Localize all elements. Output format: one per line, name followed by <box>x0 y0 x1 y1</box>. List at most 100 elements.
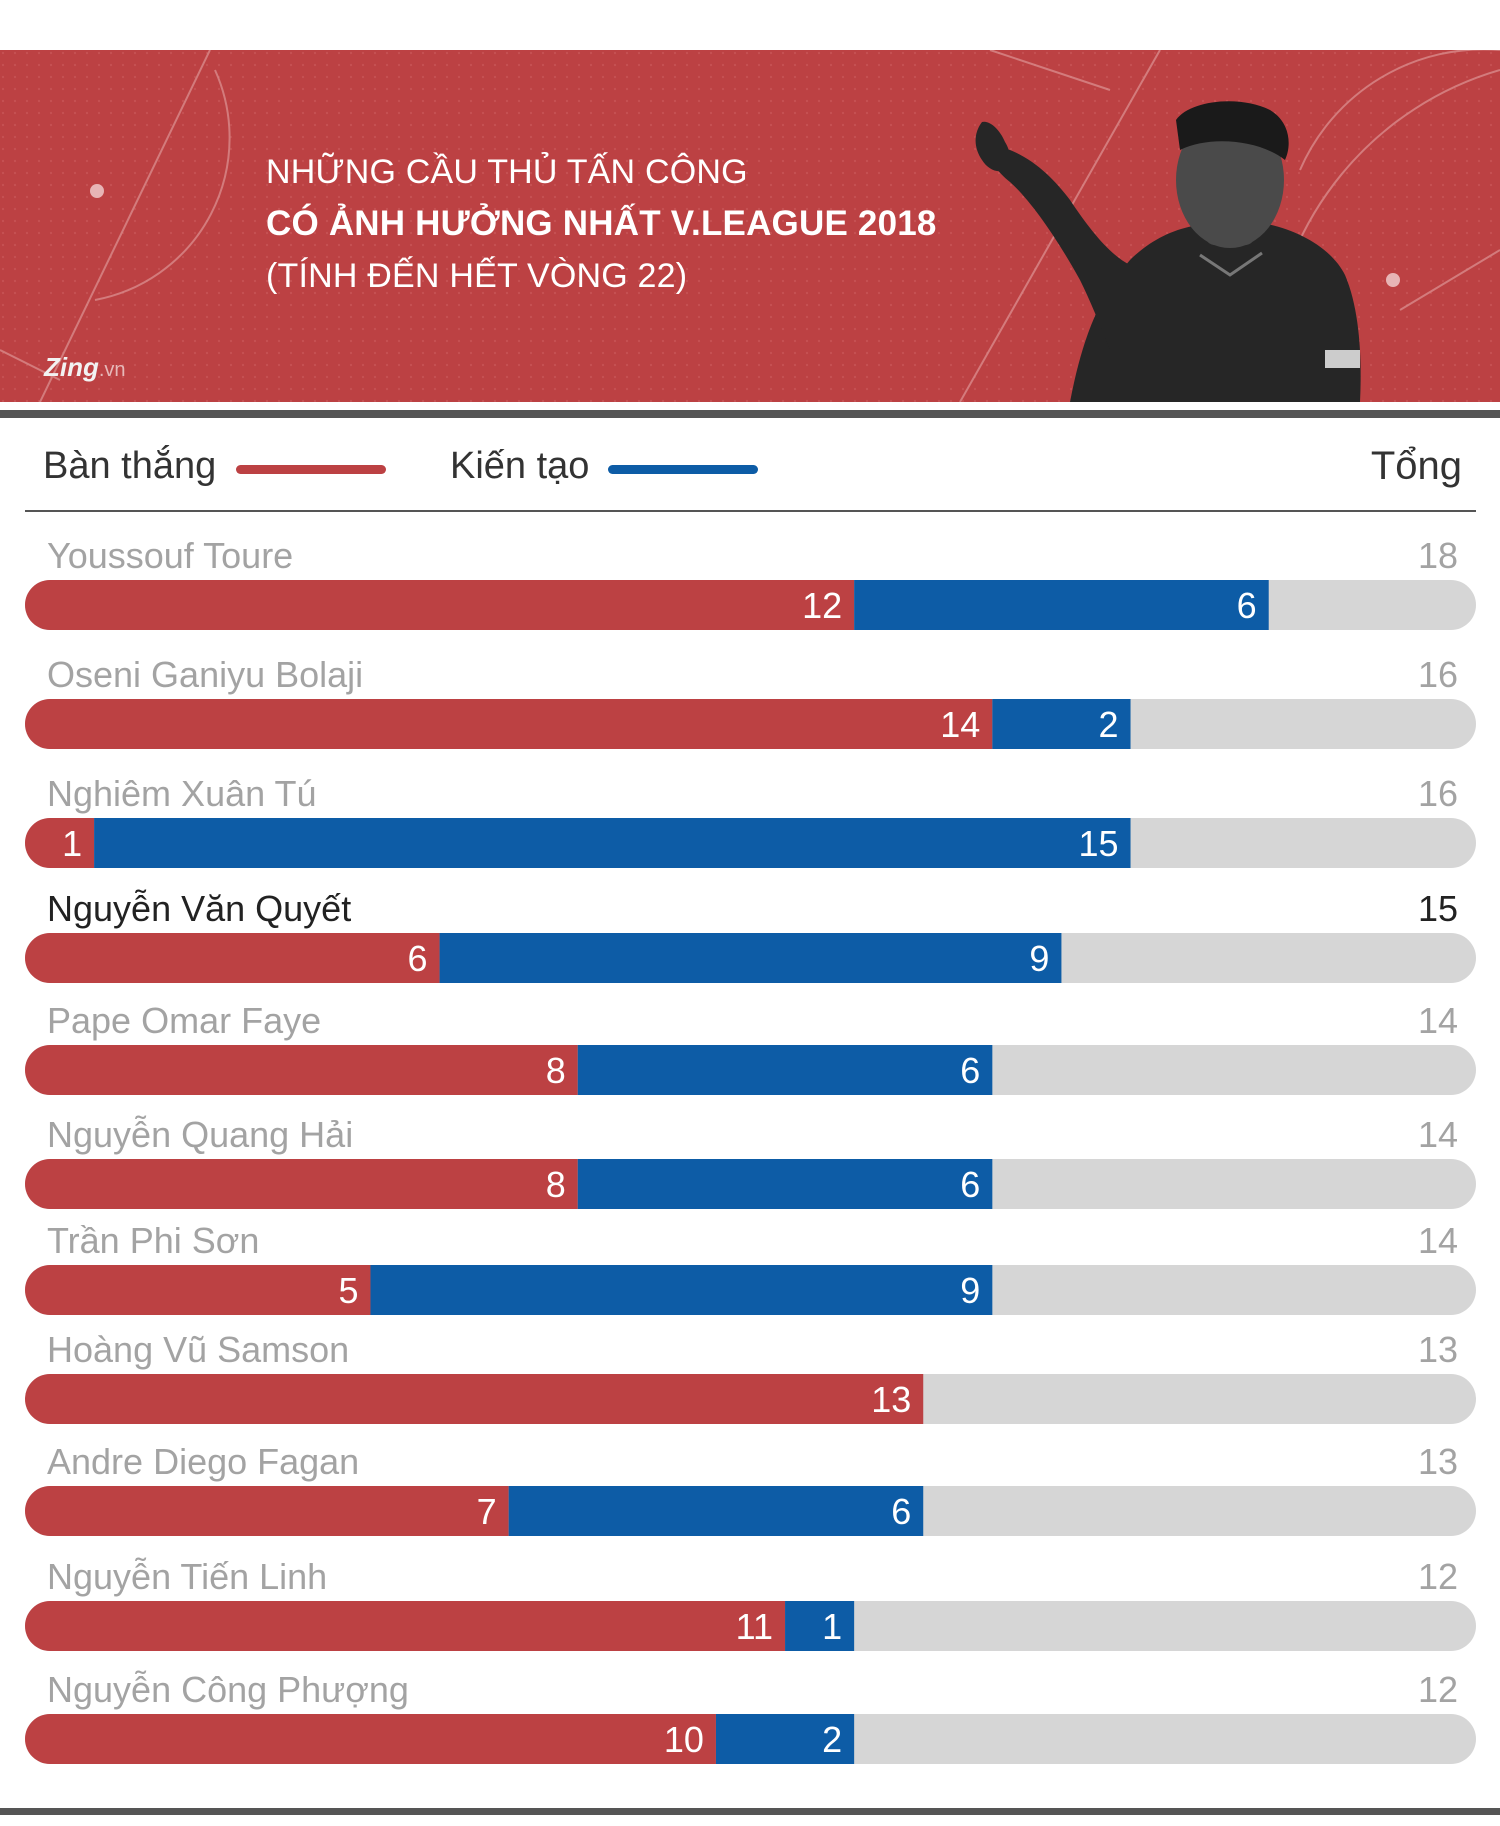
player-name: Youssouf Toure <box>47 535 293 576</box>
logo-text: Zing <box>44 352 99 382</box>
goals-value-label: 1 <box>62 823 82 864</box>
player-name: Nguyễn Văn Quyết <box>47 888 351 929</box>
bar-segments <box>25 1374 924 1424</box>
goals-value-label: 14 <box>940 704 980 745</box>
bar-segments <box>25 1159 993 1209</box>
player-row: 8 6 Nguyễn Quang Hải 14 <box>25 1114 1476 1209</box>
total-value-label: 14 <box>1418 1000 1458 1041</box>
logo-suffix: .vn <box>98 359 126 381</box>
assists-value-label: 6 <box>891 1491 911 1532</box>
title-line-3: (TÍNH ĐẾN HẾT VÒNG 22) <box>266 257 688 295</box>
player-row: 12 6 Youssouf Toure 18 <box>25 535 1476 630</box>
top-divider <box>0 410 1500 418</box>
player-row: 10 2 Nguyễn Công Phượng 12 <box>25 1669 1476 1764</box>
goals-value-label: 6 <box>408 938 428 979</box>
player-name: Hoàng Vũ Samson <box>47 1329 349 1370</box>
bar-segments <box>25 1601 855 1651</box>
goals-bar <box>25 1045 578 1095</box>
legend-underline <box>25 510 1476 512</box>
chart-title: NHỮNG CẦU THỦ TẤN CÔNG CÓ ẢNH HƯỞNG NHẤT… <box>266 146 937 302</box>
goals-value-label: 8 <box>546 1050 566 1091</box>
goals-value-label: 5 <box>338 1270 358 1311</box>
header-banner: NHỮNG CẦU THỦ TẤN CÔNG CÓ ẢNH HƯỞNG NHẤT… <box>0 50 1500 402</box>
assists-value-label: 6 <box>1237 585 1257 626</box>
legend: Bàn thắng Kiến tạo <box>0 436 1500 496</box>
player-row: 5 9 Trần Phi Sơn 14 <box>25 1220 1476 1315</box>
total-value-label: 16 <box>1418 654 1458 695</box>
goals-value-label: 12 <box>802 585 842 626</box>
player-row: 6 9 Nguyễn Văn Quyết 15 <box>25 888 1476 983</box>
player-name: Trần Phi Sơn <box>47 1220 259 1261</box>
goals-value-label: 7 <box>477 1491 497 1532</box>
bar-segments <box>25 1265 993 1315</box>
total-value-label: 15 <box>1418 888 1458 929</box>
bar-segments <box>25 1486 924 1536</box>
goals-value-label: 11 <box>736 1606 773 1647</box>
player-name: Nghiêm Xuân Tú <box>47 773 317 814</box>
total-value-label: 12 <box>1418 1669 1458 1710</box>
assists-bar <box>508 1486 924 1536</box>
assists-value-label: 15 <box>1078 823 1118 864</box>
total-value-label: 16 <box>1418 773 1458 814</box>
bar-segments <box>25 1714 855 1764</box>
assists-bar <box>715 1714 855 1764</box>
goals-value-label: 8 <box>546 1164 566 1205</box>
goals-value-label: 13 <box>871 1379 911 1420</box>
legend-assists-swatch <box>608 465 758 474</box>
assists-value-label: 1 <box>822 1606 842 1647</box>
goals-bar <box>25 1159 578 1209</box>
assists-bar <box>94 818 1131 868</box>
goals-bar <box>25 580 855 630</box>
title-line-2: CÓ ẢNH HƯỞNG NHẤT V.LEAGUE 2018 <box>266 204 937 243</box>
legend-assists-label: Kiến tạo <box>450 445 590 487</box>
goals-bar <box>25 699 993 749</box>
legend-total-label: Tổng <box>1370 444 1462 488</box>
legend-goals-label: Bàn thắng <box>43 445 217 487</box>
goals-value-label: 10 <box>664 1719 704 1760</box>
assists-bar <box>439 933 1062 983</box>
bar-segments <box>25 1045 993 1095</box>
total-value-label: 14 <box>1418 1220 1458 1261</box>
player-name: Oseni Ganiyu Bolaji <box>47 654 363 695</box>
player-row: 1 15 Nghiêm Xuân Tú 16 <box>25 773 1476 868</box>
assists-bar <box>577 1045 993 1095</box>
player-row: 14 2 Oseni Ganiyu Bolaji 16 <box>25 654 1476 749</box>
goals-bar <box>25 933 440 983</box>
goals-bar <box>25 1486 509 1536</box>
goals-bar <box>25 1714 716 1764</box>
assists-bar <box>854 580 1269 630</box>
bar-segments <box>25 933 1062 983</box>
legend-goals-swatch <box>236 465 386 474</box>
assists-bar <box>577 1159 993 1209</box>
total-value-label: 14 <box>1418 1114 1458 1155</box>
bar-segments <box>25 580 1269 630</box>
zing-logo: Zing.vn <box>44 352 126 383</box>
player-row: 7 6 Andre Diego Fagan 13 <box>25 1441 1476 1536</box>
goals-bar <box>25 1374 924 1424</box>
total-value-label: 12 <box>1418 1556 1458 1597</box>
player-name: Andre Diego Fagan <box>47 1441 359 1482</box>
assists-bar <box>785 1601 855 1651</box>
player-name: Nguyễn Quang Hải <box>47 1114 353 1155</box>
player-photo <box>975 101 1361 402</box>
goals-bar <box>25 818 95 868</box>
assists-value-label: 6 <box>960 1050 980 1091</box>
assists-bar <box>370 1265 993 1315</box>
total-value-label: 13 <box>1418 1329 1458 1370</box>
assists-value-label: 2 <box>822 1719 842 1760</box>
goals-bar <box>25 1601 786 1651</box>
bar-segments <box>25 818 1131 868</box>
goals-bar <box>25 1265 371 1315</box>
player-name: Pape Omar Faye <box>47 1000 321 1041</box>
player-name: Nguyễn Tiến Linh <box>47 1556 327 1597</box>
title-line-1: NHỮNG CẦU THỦ TẤN CÔNG <box>266 153 748 191</box>
assists-value-label: 6 <box>960 1164 980 1205</box>
player-row: 13 Hoàng Vũ Samson 13 <box>25 1329 1476 1424</box>
player-row: 8 6 Pape Omar Faye 14 <box>25 1000 1476 1095</box>
bar-segments <box>25 699 1131 749</box>
assists-value-label: 2 <box>1098 704 1118 745</box>
assists-value-label: 9 <box>960 1270 980 1311</box>
bottom-divider <box>0 1808 1500 1815</box>
